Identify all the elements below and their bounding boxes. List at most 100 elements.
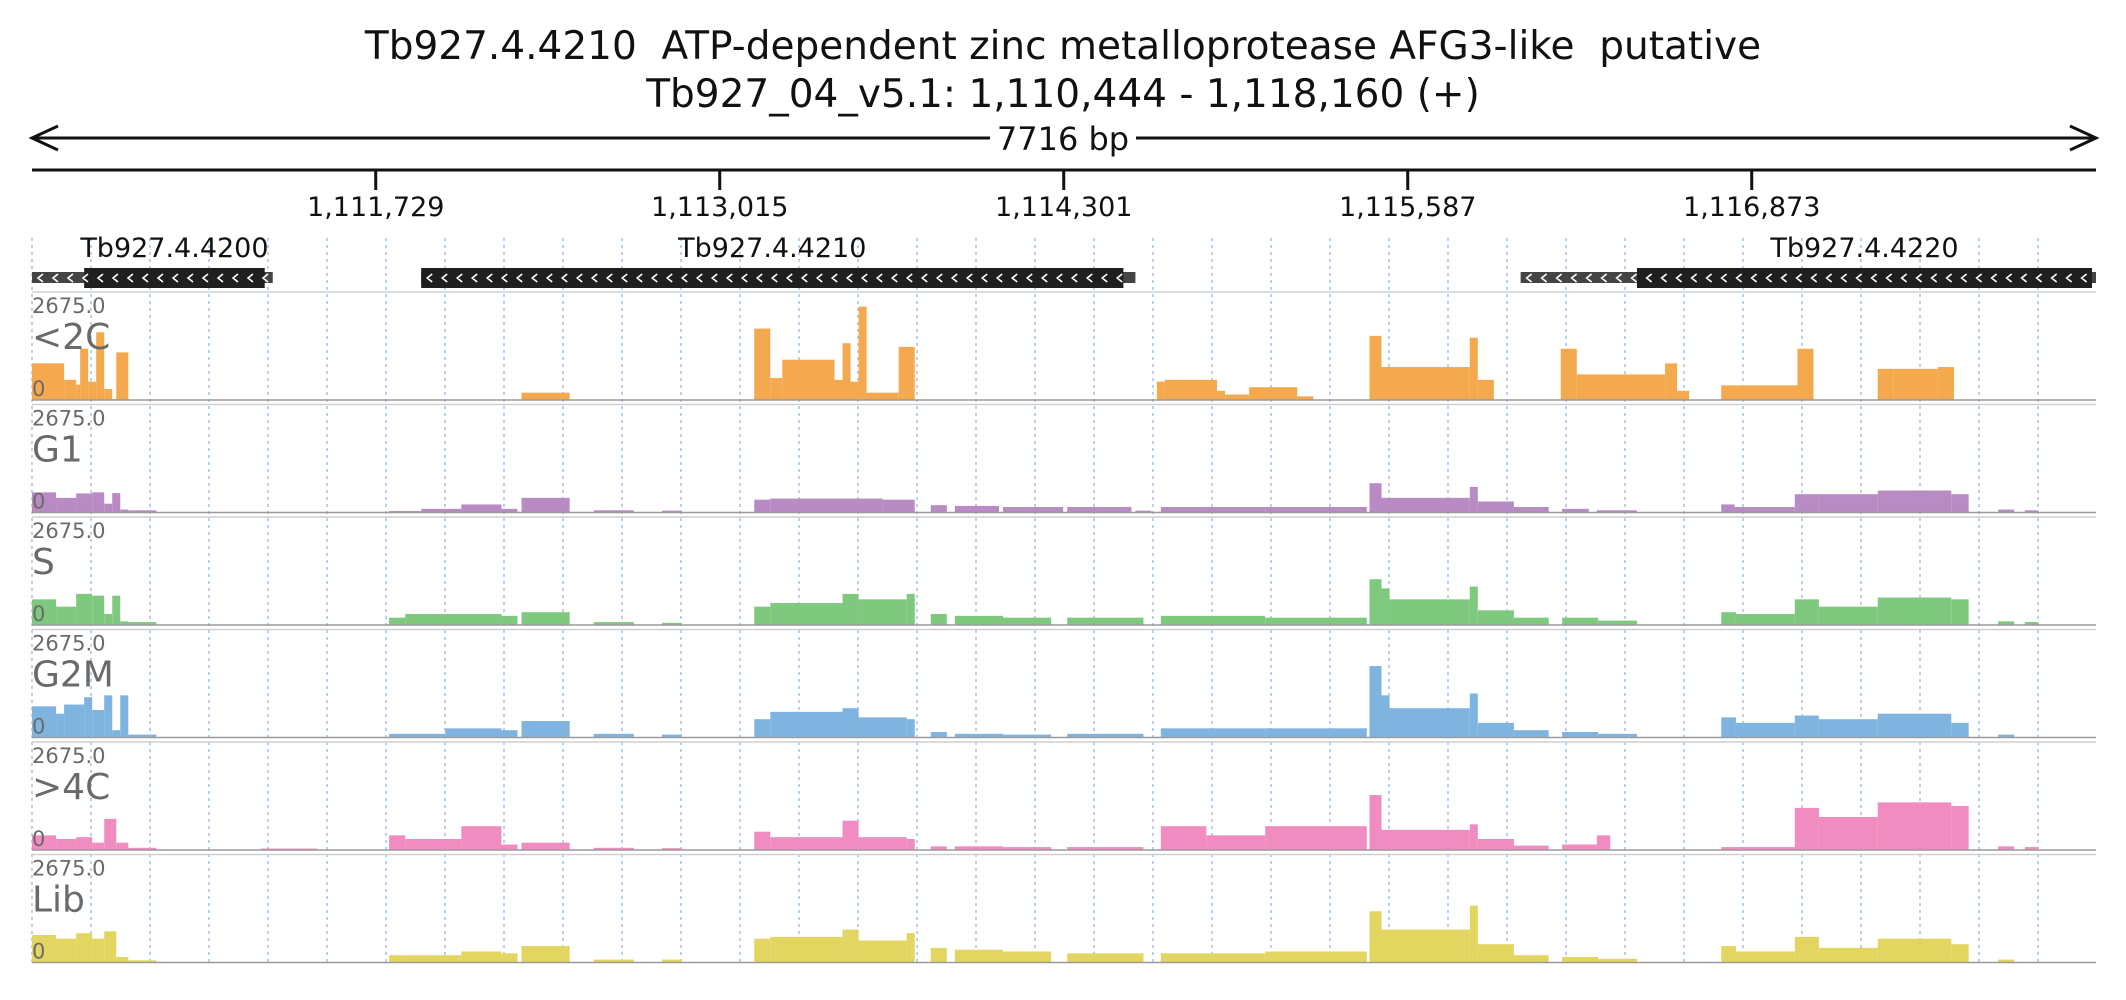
y-max-label: 2675.0	[32, 857, 105, 881]
coverage-bar	[1665, 363, 1678, 400]
chart-title: Tb927.4.4210 ATP-dependent zinc metallop…	[364, 24, 1762, 69]
coverage-bar	[1794, 599, 1819, 625]
x-tick-label: 1,115,587	[1339, 192, 1476, 223]
coverage-bar	[56, 938, 77, 963]
coverage-bar	[930, 614, 947, 625]
y-max-label: 2675.0	[32, 632, 105, 656]
coverage-bar	[104, 389, 113, 400]
coverage-bar	[1389, 708, 1470, 738]
coverage-bar	[521, 946, 570, 963]
coverage-bar	[128, 510, 157, 513]
coverage-bar	[1389, 599, 1470, 625]
gene-feature: Tb927.4.4220	[1520, 233, 2096, 288]
coverage-bar	[56, 839, 77, 850]
coverage-bar	[64, 704, 85, 738]
coverage-bar	[501, 953, 518, 963]
coverage-bar	[1067, 733, 1144, 738]
coverage-bar	[1160, 826, 1207, 850]
coverage-bar	[1818, 719, 1878, 738]
coverage-bar	[1596, 835, 1611, 850]
coverage-bar	[1721, 717, 1736, 738]
y-max-label: 2675.0	[32, 744, 105, 768]
coverage-bar	[906, 719, 915, 738]
coverage-bar	[858, 940, 907, 963]
coverage-bar	[1998, 734, 2015, 738]
coverage-bar	[1721, 847, 1736, 850]
coverage-bar	[92, 595, 105, 625]
gene-cds	[1636, 268, 2092, 288]
coverage-bar	[1951, 494, 1969, 513]
coverage-bar	[661, 734, 683, 738]
coverage-bar	[521, 842, 570, 850]
coverage-bar	[1735, 614, 1795, 625]
coverage-bar	[1951, 722, 1969, 738]
coverage-bar	[32, 835, 57, 850]
coverage-bar	[1469, 905, 1478, 963]
coverage-bar	[770, 711, 843, 738]
coverage-bar	[1369, 911, 1382, 963]
coverage-bar	[1381, 695, 1390, 738]
coverage-track: 2675.0 0 S	[32, 516, 2096, 626]
coverage-bar	[521, 392, 570, 400]
coverage-bar	[32, 492, 57, 513]
coverage-bar	[754, 606, 771, 625]
coverage-bar	[1381, 367, 1470, 400]
coverage-bar	[461, 504, 502, 513]
coverage-bar	[104, 503, 113, 513]
coverage-bar	[1160, 953, 1266, 963]
coverage-bar	[754, 938, 771, 963]
coverage-bar	[906, 839, 915, 850]
coverage-bar	[754, 831, 771, 850]
coverage-bar	[1562, 957, 1599, 963]
coverage-bar	[501, 615, 518, 625]
coverage-bar	[1249, 387, 1298, 400]
gene-feature: Tb927.4.4200	[32, 233, 273, 288]
coverage-bar	[1937, 367, 1954, 400]
coverage-bar	[1794, 807, 1819, 850]
coverage-bar	[906, 933, 915, 963]
coverage-bar	[1297, 396, 1314, 400]
coverage-bar	[1877, 802, 1952, 850]
coverage-bar	[521, 721, 570, 738]
coverage-bar	[389, 617, 406, 625]
coverage-bar	[389, 733, 446, 738]
coverage-bar	[128, 847, 157, 850]
coverage-track: 2675.0 0 Lib	[32, 853, 2096, 964]
coverage-bar	[1721, 946, 1736, 963]
vertical-gridlines	[31, 238, 2039, 962]
coverage-bar	[1067, 847, 1144, 850]
coverage-bar	[1998, 621, 2015, 625]
coverage-bar	[842, 820, 859, 850]
coverage-bar	[1381, 588, 1390, 625]
coverage-bar	[389, 835, 406, 850]
coverage-bar	[930, 732, 947, 738]
coverage-bar	[421, 508, 462, 513]
y-min-label: 0	[32, 602, 45, 626]
coverage-bar	[1562, 844, 1597, 850]
coverage-bar	[770, 936, 843, 963]
coverage-bar	[1951, 944, 1969, 963]
coverage-bar	[1067, 507, 1132, 513]
gene-label: Tb927.4.4210	[677, 233, 866, 264]
coverage-bar	[84, 697, 93, 738]
coverage-bar	[1265, 617, 1367, 625]
coverage-bar	[76, 384, 81, 400]
locus-subtitle: Tb927_04_v5.1: 1,110,444 - 1,118,160 (+)	[646, 72, 1480, 117]
coverage-bar	[64, 379, 77, 400]
strand-arrows	[425, 273, 1123, 283]
gene-label: Tb927.4.4200	[79, 233, 268, 264]
coverage-bar	[32, 706, 57, 738]
coverage-bar	[1381, 497, 1470, 513]
coverage-bar	[1003, 847, 1052, 850]
track-name: G1	[32, 430, 83, 471]
span-label: 7716 bp	[997, 120, 1129, 158]
coverage-bar	[1135, 510, 1152, 513]
coverage-bar	[1369, 335, 1382, 400]
coverage-bar	[76, 933, 93, 963]
coverage-bar	[501, 730, 518, 738]
coverage-bar	[501, 508, 518, 513]
coverage-bar	[1951, 806, 1969, 850]
coverage-bar	[1160, 615, 1266, 625]
coverage-bar	[80, 348, 89, 400]
span-arrow: 7716 bp	[28, 118, 2100, 158]
